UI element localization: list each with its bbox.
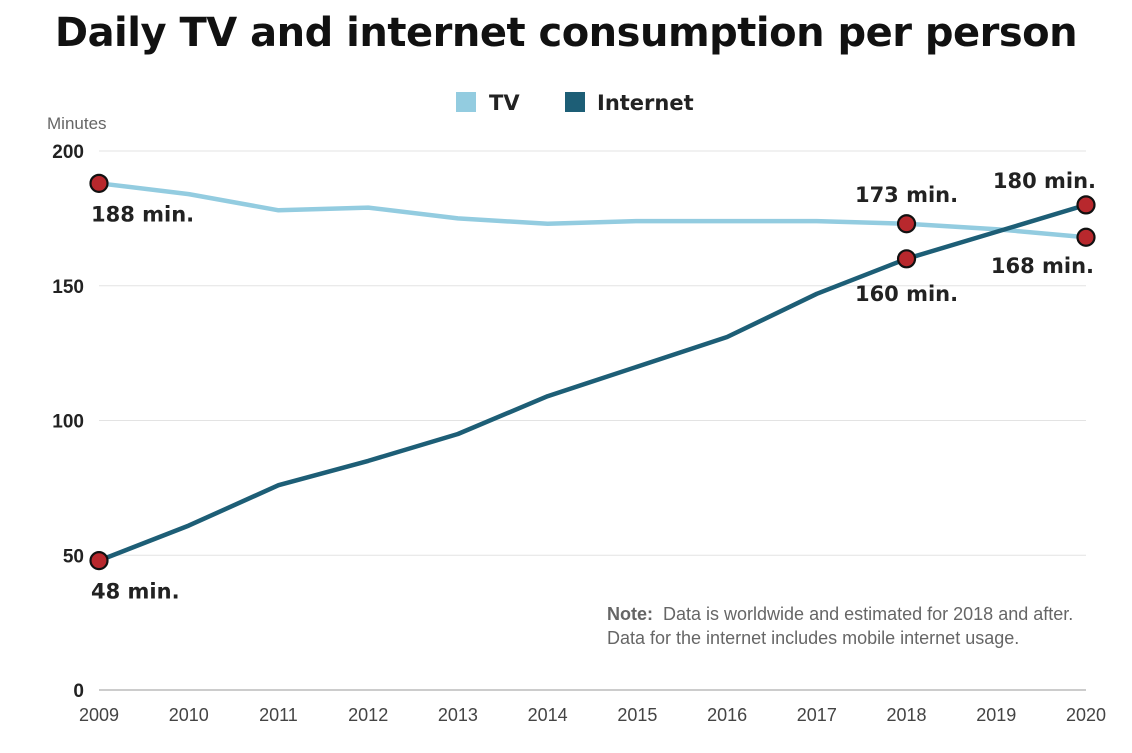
data-label: 173 min. xyxy=(855,183,958,207)
data-marker xyxy=(89,173,109,193)
legend-swatch-tv xyxy=(456,92,476,112)
note-line-1: Note: Data is worldwide and estimated fo… xyxy=(607,604,1073,624)
data-label: 160 min. xyxy=(855,282,958,306)
x-tick-label: 2017 xyxy=(797,705,837,725)
data-label: 168 min. xyxy=(991,254,1094,278)
series-line-tv xyxy=(96,181,1089,240)
x-tick-label: 2012 xyxy=(348,705,388,725)
y-tick-label: 150 xyxy=(52,277,84,298)
data-marker xyxy=(1076,195,1096,215)
series-lines xyxy=(96,181,1089,563)
y-tick-label: 100 xyxy=(52,412,84,433)
x-axis-ticks: 2009 2010 2011 2012 2013 2014 2015 2016 2017 2018… xyxy=(79,705,1106,725)
note-line-2: Data for the internet includes mobile in… xyxy=(607,628,1019,648)
x-tick-label: 2016 xyxy=(707,705,747,725)
series-line-internet xyxy=(96,202,1089,563)
x-tick-label: 2010 xyxy=(169,705,209,725)
x-tick-label: 2019 xyxy=(976,705,1016,725)
y-tick-label: 50 xyxy=(63,546,84,567)
data-markers xyxy=(89,173,1096,571)
y-tick-label: 0 xyxy=(73,681,84,702)
data-marker xyxy=(1076,227,1096,247)
data-marker xyxy=(896,249,917,269)
data-marker xyxy=(896,214,917,234)
data-marker xyxy=(89,551,109,571)
y-axis-label: Minutes xyxy=(47,114,107,133)
y-tick-label: 200 xyxy=(52,142,84,163)
x-tick-label: 2009 xyxy=(79,705,119,725)
legend-swatch-internet xyxy=(565,92,585,112)
x-tick-label: 2013 xyxy=(438,705,478,725)
gridlines xyxy=(99,150,1086,691)
chart-title: Daily TV and internet consumption per pe… xyxy=(55,10,1077,56)
data-label: 180 min. xyxy=(993,169,1096,193)
x-tick-label: 2011 xyxy=(259,705,298,725)
data-labels: 188 min. 173 min. 168 min. 48 min. 160 min. 1… xyxy=(91,169,1096,604)
note-text-1: Data is worldwide and estimated for 2018… xyxy=(663,604,1073,624)
data-label: 48 min. xyxy=(91,580,180,604)
note-prefix: Note: xyxy=(607,604,653,624)
data-label: 188 min. xyxy=(91,202,194,226)
y-axis-ticks: 0 50 100 150 200 xyxy=(52,142,84,702)
x-tick-label: 2020 xyxy=(1066,705,1106,725)
x-tick-label: 2014 xyxy=(528,705,568,725)
legend: TV Internet xyxy=(456,91,694,115)
x-tick-label: 2018 xyxy=(887,705,927,725)
legend-label-tv: TV xyxy=(489,91,520,115)
legend-label-internet: Internet xyxy=(597,91,694,115)
x-tick-label: 2015 xyxy=(617,705,657,725)
